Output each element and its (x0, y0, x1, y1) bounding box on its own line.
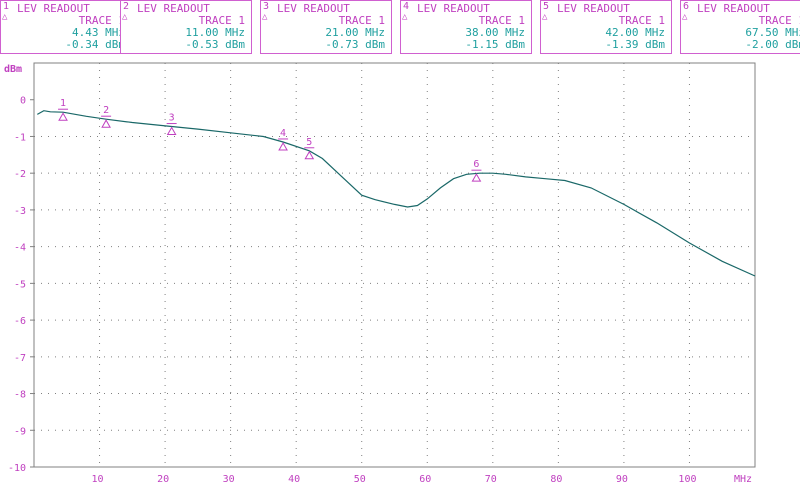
y-axis-unit-label: dBm (4, 64, 22, 75)
marker-triangle-icon: △ (542, 12, 548, 22)
readout-trace: TRACE 1 (478, 14, 525, 27)
x-tick-label: 80 (550, 474, 562, 485)
trace-1-line (37, 110, 756, 277)
marker-number: 1 (3, 1, 10, 12)
y-tick-label: -10 (8, 463, 26, 474)
y-tick-label: -4 (14, 243, 26, 254)
marker-readout-3: 3 △ LEV READOUT TRACE 1 21.00 MHz -0.73 … (260, 0, 392, 54)
x-tick-label: 30 (223, 474, 235, 485)
y-tick-label: -1 (14, 132, 26, 143)
readout-level: -1.15 dBm (465, 38, 525, 51)
marker-label: 4 (280, 128, 286, 139)
marker-readout-5: 5 △ LEV READOUT TRACE 1 42.00 MHz -1.39 … (540, 0, 672, 54)
readout-level: -0.53 dBm (185, 38, 245, 51)
marker-label: 1 (60, 98, 66, 109)
x-tick-label: 20 (157, 474, 169, 485)
y-tick-label: 0 (20, 96, 26, 107)
marker-triangle-icon (101, 119, 111, 128)
y-tick-label: -3 (14, 206, 26, 217)
readout-frequency: 42.00 MHz (605, 26, 665, 39)
readout-level: -0.34 dBm (65, 38, 125, 51)
marker-triangle-icon: △ (2, 12, 8, 22)
readout-title: LEV READOUT (557, 2, 630, 15)
readout-title: LEV READOUT (137, 2, 210, 15)
readout-frequency: 11.00 MHz (185, 26, 245, 39)
readout-frequency: 38.00 MHz (465, 26, 525, 39)
marker-triangle-icon: △ (682, 12, 688, 22)
marker-triangle-icon (278, 141, 288, 151)
y-tick-label: -5 (14, 279, 26, 290)
marker-number: 2 (123, 1, 130, 12)
marker-label: 6 (473, 159, 479, 170)
x-tick-label: 90 (616, 474, 628, 485)
y-tick-label: -6 (14, 316, 26, 327)
readout-trace: TRACE 1 (198, 14, 245, 27)
marker-readout-4: 4 △ LEV READOUT TRACE 1 38.00 MHz -1.15 … (400, 0, 532, 54)
readout-frequency: 67.50 MHz (745, 26, 800, 39)
marker-triangle-icon: △ (122, 12, 128, 22)
readout-frequency: 4.43 MHz (72, 26, 125, 39)
marker-readout-6: 6 △ LEV READOUT TRACE 1 67.50 MHz -2.00 … (680, 0, 800, 54)
marker-triangle-icon (471, 173, 482, 182)
readout-frequency: 21.00 MHz (325, 26, 385, 39)
marker-number: 3 (263, 1, 270, 12)
readout-title: LEV READOUT (17, 2, 90, 15)
grid (34, 63, 755, 468)
marker-triangle-icon (304, 150, 315, 160)
marker-label: 3 (169, 113, 175, 124)
trace-markers: 1 2 3 4 5 6 (58, 98, 482, 182)
x-tick-label: 60 (419, 474, 431, 485)
y-tick-label: -9 (14, 426, 26, 437)
x-tick-label: 50 (354, 474, 366, 485)
x-axis-unit-label: MHz (734, 474, 752, 485)
readout-title: LEV READOUT (277, 2, 350, 15)
marker-label: 5 (306, 137, 312, 148)
readout-level: -1.39 dBm (605, 38, 665, 51)
readout-level: -0.73 dBm (325, 38, 385, 51)
x-tick-label: 10 (92, 474, 104, 485)
marker-triangle-icon: △ (402, 12, 408, 22)
marker-triangle-icon: △ (262, 12, 268, 22)
marker-number: 5 (543, 1, 550, 12)
marker-triangle-icon (166, 126, 177, 136)
y-tick-label: -2 (14, 169, 26, 180)
marker-triangle-icon (58, 112, 68, 121)
x-tick-label: 70 (485, 474, 497, 485)
readout-trace: TRACE 1 (758, 14, 800, 27)
marker-readout-1: 1 △ LEV READOUT TRACE 1 4.43 MHz -0.34 d… (0, 0, 132, 54)
readout-level: -2.00 dBm (745, 38, 800, 51)
marker-number: 4 (403, 1, 410, 12)
readout-title: LEV READOUT (697, 2, 770, 15)
marker-readout-2: 2 △ LEV READOUT TRACE 1 11.00 MHz -0.53 … (120, 0, 252, 54)
plot-frame (33, 62, 756, 468)
y-tick-label: -7 (14, 353, 26, 364)
readout-title: LEV READOUT (417, 2, 490, 15)
x-tick-label: 100 (678, 474, 696, 485)
y-tick-labels: 0 -1 -2 -3 -4 -5 -6 -7 -8 -9 -10 (8, 96, 34, 474)
marker-number: 6 (683, 1, 690, 12)
readout-trace: TRACE 1 (338, 14, 385, 27)
x-tick-label: 40 (288, 474, 300, 485)
level-chart: dBm 0 -1 -2 -3 -4 -5 -6 -7 -8 -9 -10 10 20 30 40 50 60 7… (4, 62, 756, 485)
y-tick-label: -8 (14, 390, 26, 401)
x-tick-labels: 10 20 30 40 50 60 70 80 90 100 (92, 474, 697, 485)
readout-trace: TRACE 1 (618, 14, 665, 27)
marker-label: 2 (103, 105, 109, 116)
marker-readout-bar: 1 △ LEV READOUT TRACE 1 4.43 MHz -0.34 d… (0, 0, 800, 56)
